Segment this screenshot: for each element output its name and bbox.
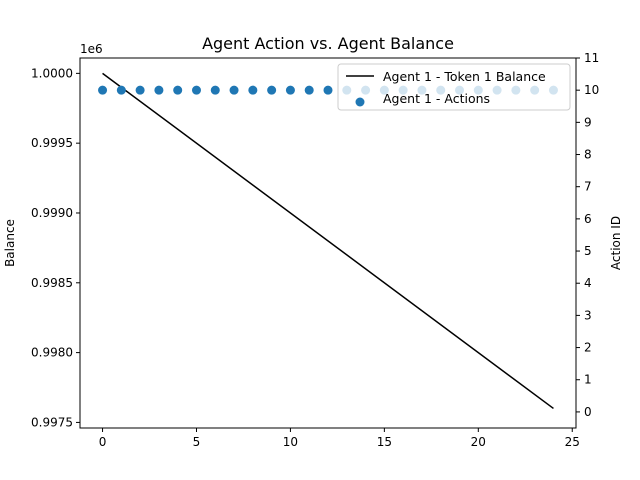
y-left-tick-label: 0.9990 [31,206,73,220]
legend-box [337,63,571,111]
action-point [267,85,277,95]
action-point [285,85,295,95]
plot-frame [79,57,577,429]
y-axis-right-label: Action ID [609,216,623,270]
action-point [210,85,220,95]
action-point [248,85,258,95]
y-right-tick-label: 7 [584,180,592,194]
y-axis-offset-label: 1e6 [80,42,103,56]
y-right-tick-label: 6 [584,212,592,226]
y-axis-left-label: Balance [3,219,17,267]
y-right-tick-label: 1 [584,373,592,387]
y-right-tick-label: 4 [584,276,592,290]
action-point [98,85,108,95]
y-right-tick-label: 2 [584,341,592,355]
x-tick-label: 10 [283,435,298,449]
action-point [323,85,333,95]
y-left-tick-label: 0.9975 [31,415,73,429]
balance-line [102,72,554,410]
x-tick-label: 5 [193,435,201,449]
x-tick-label: 0 [99,435,107,449]
y-left-tick-label: 1.0000 [31,66,73,80]
action-point [229,85,239,95]
y-left-tick-label: 0.9995 [31,136,73,150]
y-right-tick-label: 8 [584,148,592,162]
y-left-tick-label: 0.9985 [31,276,73,290]
x-tick-label: 15 [377,435,392,449]
x-tick-label: 20 [471,435,486,449]
y-right-tick-label: 3 [584,308,592,322]
action-point [304,85,314,95]
action-point [116,85,126,95]
y-right-tick-label: 9 [584,115,592,129]
y-right-tick-label: 10 [584,83,599,97]
x-tick-label: 25 [565,435,580,449]
action-point [173,85,183,95]
action-point [191,85,201,95]
y-right-tick-label: 11 [584,51,599,65]
y-right-tick-label: 0 [584,405,592,419]
legend-label: Agent 1 - Token 1 Balance [383,69,546,84]
action-point [154,85,164,95]
y-left-tick-label: 0.9980 [31,346,73,360]
action-point [135,85,145,95]
chart-title: Agent Action vs. Agent Balance [202,34,454,53]
y-right-tick-label: 5 [584,244,592,258]
legend-label: Agent 1 - Actions [383,91,490,106]
legend-marker-swatch [355,97,365,107]
